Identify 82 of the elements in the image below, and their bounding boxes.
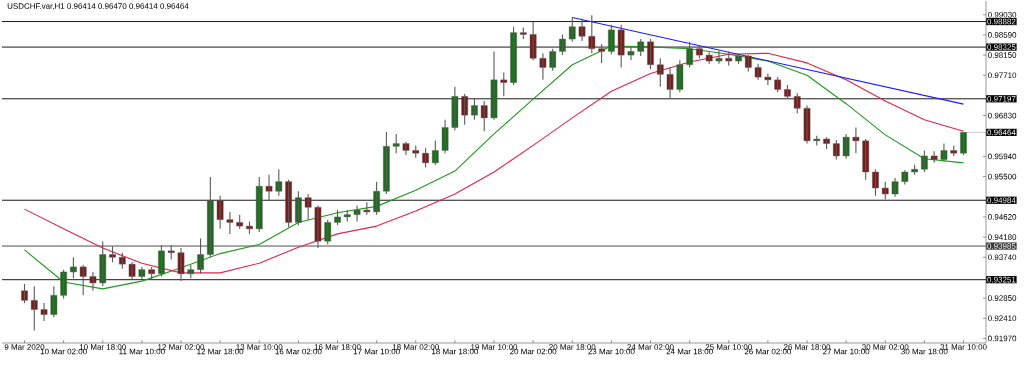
- candlestick: [921, 149, 928, 173]
- candlestick: [265, 174, 273, 201]
- candlestick: [842, 133, 850, 160]
- candlestick: [226, 211, 234, 235]
- candlestick: [735, 53, 742, 65]
- candlestick: [216, 195, 224, 230]
- candlestick: [891, 177, 899, 198]
- candlestick: [275, 168, 283, 197]
- candlestick: [823, 136, 830, 150]
- candlestick: [402, 141, 410, 156]
- candlestick: [207, 176, 214, 258]
- candlestick: [197, 237, 204, 275]
- candlestick: [373, 181, 380, 216]
- candlestick: [578, 17, 586, 42]
- candlestick: [510, 26, 517, 86]
- candlestick: [461, 93, 468, 126]
- candlestick: [872, 168, 879, 197]
- candlestick: [793, 92, 801, 114]
- candlestick: [383, 131, 390, 195]
- candlestick: [255, 176, 263, 233]
- candlestick: [940, 143, 948, 163]
- candlestick: [304, 193, 312, 221]
- candlestick: [30, 285, 38, 332]
- candlestick: [627, 46, 635, 61]
- candlestick: [392, 133, 400, 154]
- candlestick: [647, 38, 654, 70]
- candlestick: [676, 59, 684, 93]
- candlestick: [99, 240, 107, 287]
- candlestick: [539, 52, 547, 81]
- candlestick: [559, 33, 566, 56]
- candlestick: [950, 144, 958, 157]
- candlestick: [490, 50, 498, 121]
- candlestick: [412, 144, 420, 159]
- candlestick: [598, 43, 605, 64]
- candlestick: [500, 71, 508, 97]
- candlestick: [744, 54, 752, 73]
- candlestick: [725, 50, 733, 67]
- candlestick: [353, 204, 361, 223]
- candlestick: [40, 302, 48, 322]
- candlestick: [89, 271, 97, 292]
- candlestick: [960, 131, 967, 156]
- candlestick: [715, 49, 723, 65]
- candlestick: [79, 264, 87, 296]
- candlestick: [754, 63, 762, 81]
- candlestick: [862, 138, 870, 181]
- candlestick: [588, 14, 596, 54]
- candlestick: [451, 86, 459, 131]
- candlestick: [363, 201, 371, 216]
- candlestick: [686, 41, 693, 69]
- candlestick: [764, 72, 772, 86]
- candlestick: [441, 119, 449, 154]
- candlestick: [666, 66, 674, 100]
- candlestick: [568, 16, 576, 43]
- candlestick: [314, 204, 322, 249]
- candlestick: [833, 139, 840, 161]
- candlestick: [343, 209, 351, 223]
- candlestick: [911, 164, 918, 176]
- candlestick: [295, 190, 302, 226]
- candlestick: [617, 24, 625, 69]
- candlestick: [21, 283, 28, 304]
- candlestick: [70, 256, 77, 279]
- candlestick: [705, 51, 713, 65]
- candlestick: [608, 24, 615, 55]
- candlestick: [285, 179, 292, 228]
- candlestick: [177, 247, 185, 282]
- candlestick: [60, 269, 67, 300]
- candlestick: [480, 100, 488, 132]
- candlestick: [431, 140, 439, 166]
- candlestick: [158, 244, 165, 278]
- candlestick: [471, 98, 478, 121]
- candlestick: [138, 266, 146, 280]
- candlestick: [324, 219, 332, 245]
- candlestick: [50, 285, 58, 318]
- candlestick: [803, 104, 811, 145]
- candlestick: [422, 147, 429, 168]
- candlestick: [930, 150, 938, 164]
- candlestick: [529, 21, 537, 61]
- candlestick: [656, 57, 664, 88]
- candlestick: [549, 48, 557, 72]
- candlestick: [128, 261, 136, 280]
- candlestick: [167, 244, 175, 261]
- candlestick: [881, 181, 889, 201]
